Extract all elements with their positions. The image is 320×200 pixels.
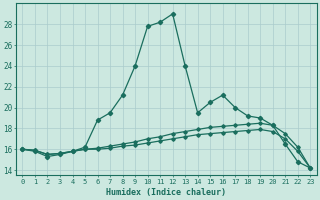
X-axis label: Humidex (Indice chaleur): Humidex (Indice chaleur) bbox=[106, 188, 226, 197]
